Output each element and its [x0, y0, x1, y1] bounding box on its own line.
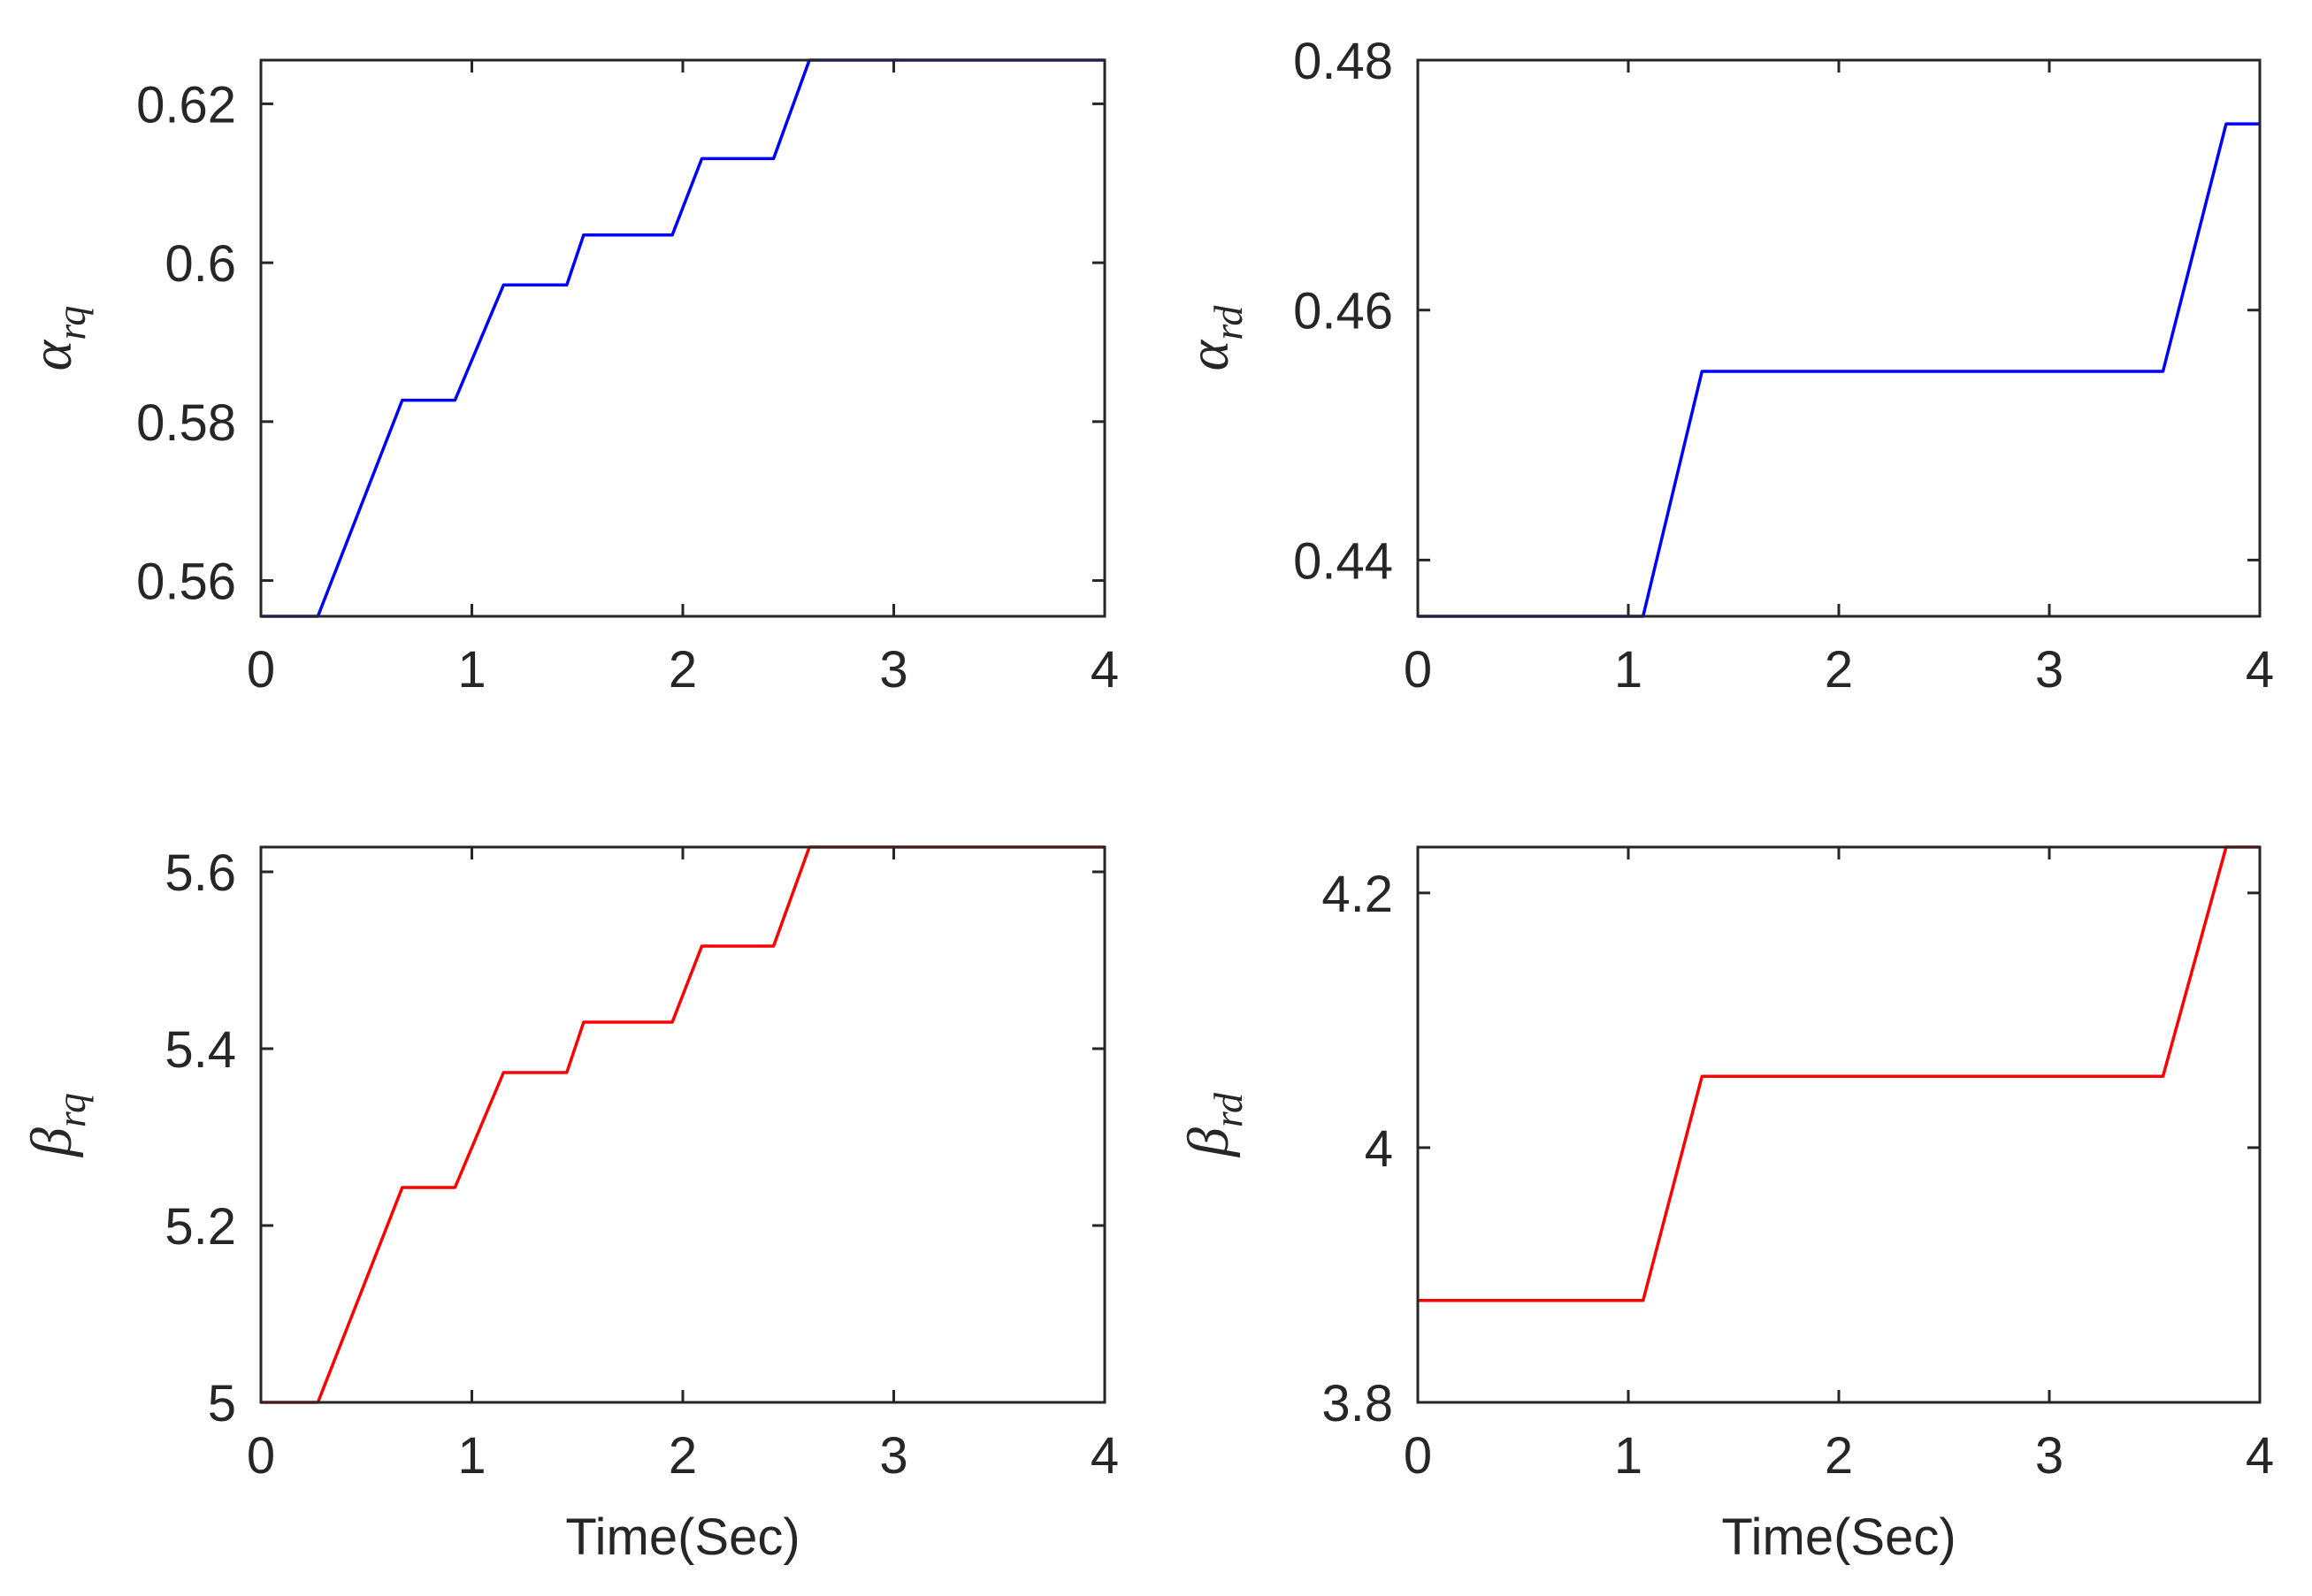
y-tick-label: 0.56 [136, 554, 236, 611]
x-tick-label: 3 [879, 1427, 907, 1485]
x-tick-label: 0 [247, 1427, 275, 1485]
y-tick-label: 5 [208, 1375, 236, 1432]
x-tick-label: 2 [669, 641, 697, 699]
series-line-beta-rd [1418, 845, 2260, 1302]
y-axis-label: βrq [19, 1093, 94, 1158]
x-tick-label: 3 [2035, 641, 2063, 699]
y-tick-label: 0.62 [136, 76, 236, 134]
x-tick-label: 0 [247, 641, 275, 699]
x-tick-label: 1 [457, 641, 486, 699]
x-tick-label: 3 [879, 641, 907, 699]
y-tick-label: 0.58 [136, 394, 236, 452]
x-axis-label: Time(Sec) [1721, 1508, 1956, 1566]
series-line-alpha-rq [261, 58, 1105, 618]
y-axis-label: αrq [19, 306, 94, 371]
x-tick-label: 0 [1404, 1427, 1432, 1485]
axes-frame [1416, 845, 2262, 1404]
y-tick-label: 4 [1365, 1120, 1393, 1178]
y-tick-label: 5.6 [165, 844, 236, 902]
subplot-alpha-rq: 0 1 2 3 4 0.56 0.58 0.6 0.62 αrq [19, 58, 1119, 699]
axes-frame [259, 58, 1106, 618]
x-tick-label: 2 [1825, 1427, 1853, 1485]
y-tick-label: 3.8 [1321, 1375, 1393, 1432]
y-tick-label: 0.48 [1293, 33, 1393, 90]
series-line-beta-rq [261, 845, 1105, 1404]
subplot-alpha-rd: 0 1 2 3 4 0.44 0.46 0.48 αrd [1176, 33, 2274, 699]
x-tick-label: 4 [1091, 641, 1119, 699]
y-axis-label: βrd [1176, 1092, 1251, 1158]
series-line-alpha-rd [1418, 122, 2260, 618]
subplot-beta-rq: 0 1 2 3 4 5 5.2 5.4 5.6 βrq Time(Sec) [19, 844, 1119, 1566]
x-tick-label: 4 [1091, 1427, 1119, 1485]
x-tick-label: 4 [2246, 1427, 2274, 1485]
y-tick-label: 5.4 [165, 1021, 236, 1079]
y-tick-label: 5.2 [165, 1198, 236, 1256]
x-tick-label: 2 [1825, 641, 1853, 699]
axes-frame [259, 845, 1106, 1404]
y-tick-label: 0.44 [1293, 532, 1393, 590]
x-tick-label: 3 [2035, 1427, 2063, 1485]
x-tick-label: 1 [1614, 641, 1642, 699]
x-tick-label: 4 [2246, 641, 2274, 699]
x-tick-label: 1 [457, 1427, 486, 1485]
y-tick-label: 4.2 [1321, 866, 1393, 923]
axes-frame [1416, 58, 2262, 618]
x-tick-label: 2 [669, 1427, 697, 1485]
y-tick-label: 0.46 [1293, 283, 1393, 340]
x-tick-label: 0 [1404, 641, 1432, 699]
subplot-beta-rd: 0 1 2 3 4 3.8 4 4.2 βrd Time(Sec) [1176, 845, 2274, 1566]
y-tick-label: 0.6 [165, 235, 236, 293]
x-tick-label: 1 [1614, 1427, 1642, 1485]
y-axis-label: αrd [1176, 305, 1251, 371]
x-axis-label: Time(Sec) [565, 1508, 800, 1566]
